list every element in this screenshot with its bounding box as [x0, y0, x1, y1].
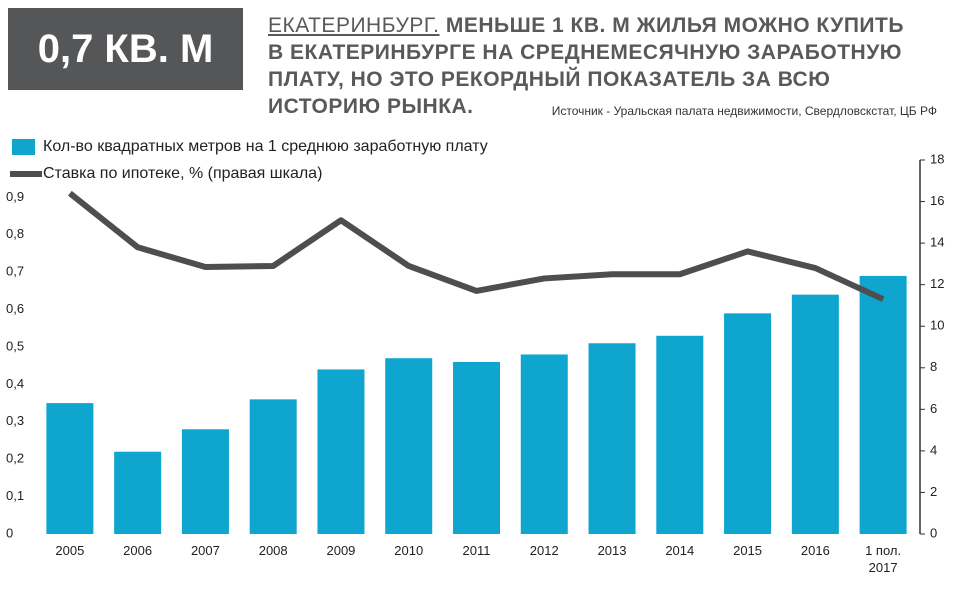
- x-tick-label: 2010: [394, 543, 424, 558]
- bar: [520, 354, 568, 534]
- x-tick-label: 2015: [733, 543, 763, 558]
- y2-tick-label: 6: [930, 401, 937, 416]
- headline: ЕКАТЕРИНБУРГ. МЕНЬШЕ 1 КВ. М ЖИЛЬЯ МОЖНО…: [268, 12, 908, 120]
- y-tick-label: 0,5: [6, 338, 24, 353]
- legend-text: Ставка по ипотеке, % (правая шкала): [43, 165, 322, 182]
- source: Источник - Уральская палата недвижимости…: [551, 104, 937, 118]
- x-tick-label: 2014: [665, 543, 695, 558]
- x-tick-label: 2006: [123, 543, 153, 558]
- y2-tick-label: 0: [930, 525, 937, 540]
- bar: [859, 275, 907, 534]
- y-tick-label: 0,2: [6, 451, 24, 466]
- x-tick-label: 2007: [190, 543, 220, 558]
- y2-tick-label: 10: [930, 318, 944, 333]
- bar: [791, 294, 839, 534]
- line: [68, 190, 885, 302]
- bar: [385, 358, 433, 534]
- bar: [588, 343, 636, 534]
- y-tick-label: 0,1: [6, 488, 24, 503]
- x-tick-label: 2013: [597, 543, 627, 558]
- y2-tick-label: 2: [930, 484, 937, 499]
- y2-tick-label: 4: [930, 442, 937, 457]
- bar: [46, 403, 94, 534]
- x-tick-label: 2008: [258, 543, 288, 558]
- y2-tick-label: 16: [930, 193, 944, 208]
- y-tick-label: 0,8: [6, 226, 24, 241]
- bar: [249, 399, 297, 534]
- bar: [453, 361, 500, 534]
- bar: [656, 335, 704, 534]
- y-tick-label: 0,6: [6, 301, 24, 316]
- bar: [724, 313, 772, 534]
- y-tick-label: 0,7: [6, 264, 24, 279]
- headline-lead: ЕКАТЕРИНБУРГ.: [268, 14, 440, 37]
- y2-tick-label: 14: [930, 235, 944, 250]
- y-tick-label: 0: [6, 525, 13, 540]
- x-tick-label: 2011: [462, 543, 491, 558]
- x-tick-label: 2005: [55, 543, 85, 558]
- x-tick-label: 2016: [800, 543, 830, 558]
- legend-text: Кол-во квадратных метров на 1 среднюю за…: [43, 138, 488, 155]
- x-tick-label: 2012: [529, 543, 559, 558]
- badge: 0,7 КВ. М: [8, 8, 243, 90]
- y2-tick-label: 8: [930, 359, 937, 374]
- bar: [181, 429, 229, 534]
- y-tick-label: 0,4: [6, 376, 24, 391]
- y-tick-label: 0,3: [6, 413, 24, 428]
- headline-text: МЕНЬШЕ 1 КВ. М ЖИЛЬЯ МОЖНО КУПИТЬ В ЕКАТ…: [268, 14, 904, 118]
- y-tick-label: 0,9: [6, 189, 24, 204]
- legend-swatch: [12, 139, 35, 155]
- bar: [317, 369, 365, 534]
- x-tick-label: 2009: [326, 543, 356, 558]
- y2-tick-label: 18: [930, 151, 944, 166]
- bar: [114, 451, 162, 534]
- x-tick-label: 1 пол. 2017: [865, 543, 902, 575]
- y2-tick-label: 12: [930, 276, 944, 291]
